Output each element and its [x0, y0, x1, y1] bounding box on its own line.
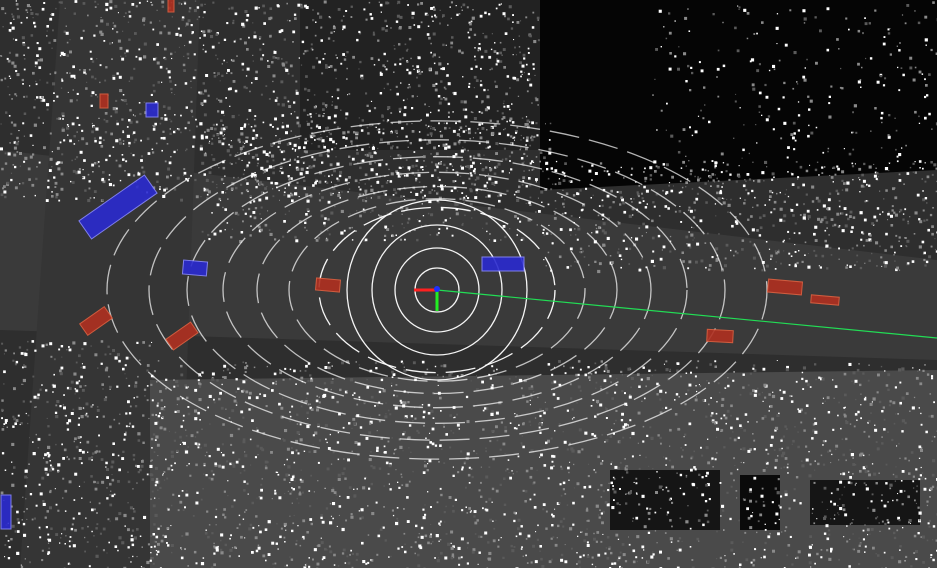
car-bounding-box[interactable]	[706, 328, 734, 344]
range-rings	[106, 120, 768, 460]
car-box-shape	[706, 328, 734, 344]
bus-box-shape	[0, 494, 12, 530]
range-ring	[256, 185, 618, 395]
structure-s3	[810, 480, 920, 525]
bus-bounding-box[interactable]	[145, 102, 159, 118]
car-bounding-box[interactable]	[79, 305, 113, 337]
car-box-shape	[165, 321, 199, 351]
bus-box-shape	[481, 256, 525, 272]
car-box-shape	[766, 278, 804, 296]
ego-vehicle-axes-icon	[414, 286, 440, 311]
detected-objects[interactable]	[0, 0, 840, 530]
range-ring	[106, 120, 768, 460]
planned-path-line	[436, 289, 937, 339]
range-ring	[318, 206, 556, 374]
car-box-shape	[79, 305, 113, 337]
car-box-shape	[99, 93, 109, 109]
range-ring	[346, 199, 528, 381]
range-ring	[394, 247, 480, 333]
axis-z-icon	[434, 286, 440, 292]
car-box-shape	[314, 277, 342, 293]
car-box-shape	[167, 0, 175, 13]
bus-box-shape	[145, 102, 159, 118]
bus-bounding-box[interactable]	[78, 174, 158, 240]
car-bounding-box[interactable]	[165, 321, 199, 351]
building-block-ne	[540, 0, 937, 190]
bus-box-shape	[78, 174, 158, 240]
car-bounding-box[interactable]	[167, 0, 175, 13]
main-road	[0, 150, 937, 360]
car-bounding-box[interactable]	[766, 278, 804, 296]
bus-bounding-box[interactable]	[481, 256, 525, 272]
vegetation-area-s	[150, 370, 937, 568]
range-ring	[148, 139, 726, 441]
range-ring	[371, 224, 503, 356]
structure-s2	[740, 475, 780, 530]
range-ring	[288, 198, 586, 382]
car-bounding-box[interactable]	[810, 294, 840, 306]
structure-s1	[610, 470, 720, 530]
car-bounding-box[interactable]	[314, 277, 342, 293]
bus-bounding-box[interactable]	[181, 259, 209, 277]
range-ring	[186, 156, 688, 424]
bus-bounding-box[interactable]	[0, 494, 12, 530]
bus-box-shape	[181, 259, 209, 277]
car-bounding-box[interactable]	[99, 93, 109, 109]
range-ring	[222, 171, 652, 409]
building-block-n	[300, 0, 540, 150]
car-box-shape	[810, 294, 840, 306]
